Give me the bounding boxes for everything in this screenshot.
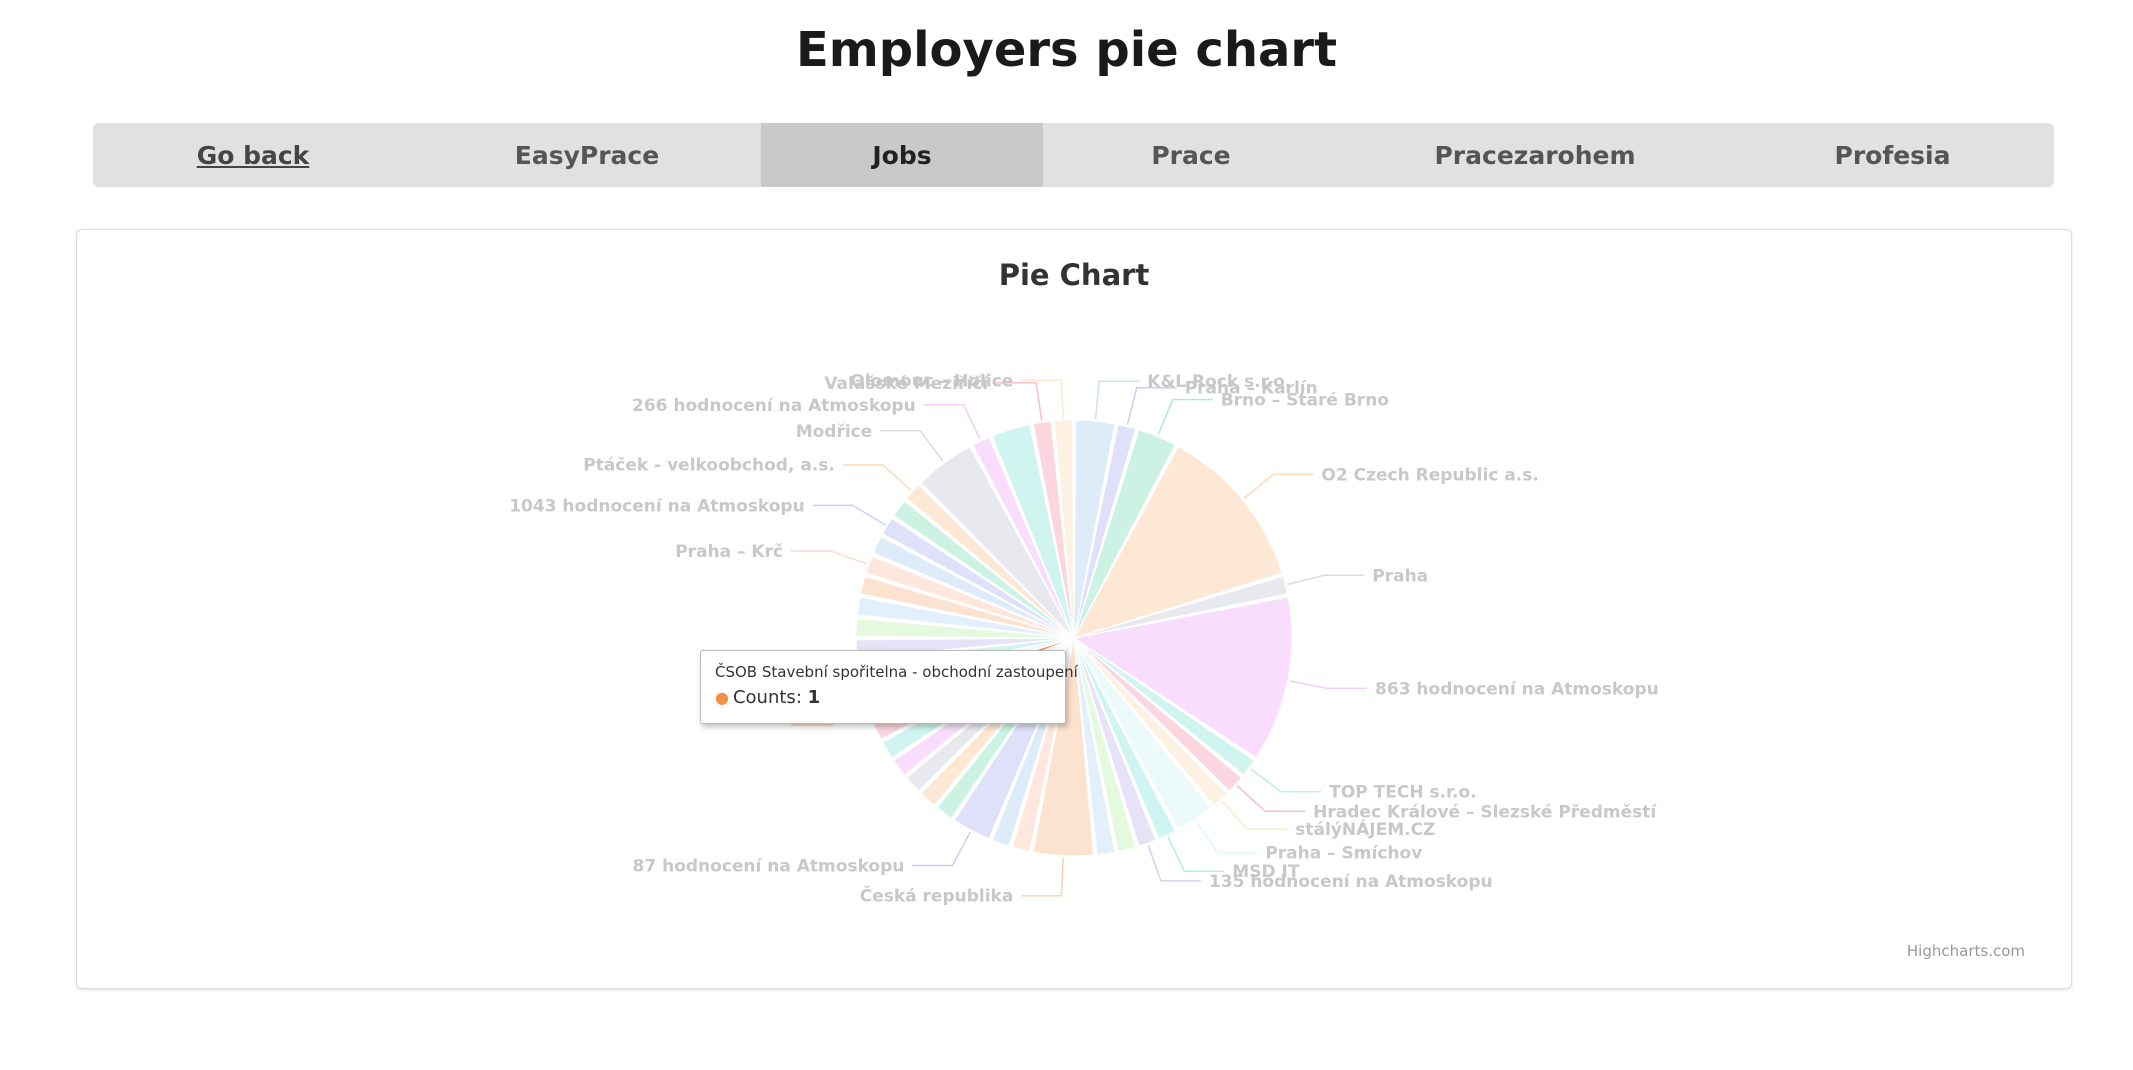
- label-connector: [1243, 473, 1314, 500]
- tab-go-back[interactable]: Go back: [196, 140, 310, 170]
- slice-label: Modřice: [796, 422, 873, 442]
- page-title: Employers pie chart: [795, 22, 1338, 78]
- label-connector: [1289, 680, 1368, 690]
- pie-slice[interactable]: [1073, 637, 1255, 776]
- pie-slices: [854, 419, 1293, 857]
- pie-slice[interactable]: [972, 436, 1075, 639]
- pie-slice[interactable]: [1073, 637, 1243, 792]
- pie-slice[interactable]: [1073, 637, 1157, 847]
- slice-label: MSD IT: [1232, 862, 1300, 882]
- slice-label: Praha – Krč: [675, 542, 783, 562]
- pie-slice[interactable]: [920, 445, 1075, 639]
- nav-tabs: Go back EasyPrace Jobs Prace Pracezarohe…: [93, 123, 2054, 187]
- tab-easyprace[interactable]: EasyPrace: [514, 140, 660, 170]
- label-connector: [1287, 574, 1365, 586]
- slice-label: 135 hodnocení na Atmoskopu: [1209, 872, 1493, 892]
- label-connector: [791, 550, 868, 565]
- slice-label: Česká republika: [860, 885, 1014, 907]
- label-connector: [1250, 768, 1322, 793]
- label-connector: [1236, 785, 1306, 813]
- slice-label: Hradec Králové – Slezské Předměstí: [1313, 802, 1657, 822]
- label-connector: [996, 382, 1043, 421]
- pie-slice[interactable]: [1073, 637, 1116, 856]
- pie-slice[interactable]: [905, 484, 1075, 639]
- tab-jobs[interactable]: Jobs: [761, 123, 1043, 187]
- pie-slice[interactable]: [1073, 637, 1212, 831]
- label-connector: [1157, 398, 1213, 436]
- pie-slice[interactable]: [1073, 419, 1116, 639]
- tooltip-value: 1: [807, 687, 821, 708]
- label-connector: [1221, 800, 1288, 830]
- pie-slice[interactable]: [1073, 575, 1289, 639]
- series-dot-icon: ●: [715, 688, 729, 707]
- pie-slice[interactable]: [859, 575, 1075, 639]
- tab-prace[interactable]: Prace: [1151, 140, 1231, 170]
- chart-credits[interactable]: Highcharts.com: [1907, 942, 2025, 960]
- slice-label: Praha – Smíchov: [1265, 844, 1422, 864]
- pie-slice[interactable]: [1073, 423, 1137, 639]
- slice-label: 266 hodnocení na Atmoskopu: [632, 396, 916, 416]
- pie-slice[interactable]: [855, 617, 1075, 639]
- tab-profesia[interactable]: Profesia: [1834, 140, 1951, 170]
- slice-label: 87 hodnocení na Atmoskopu: [633, 857, 905, 877]
- label-connector: [1167, 836, 1225, 872]
- pie-slice[interactable]: [1073, 637, 1228, 807]
- pie-slice[interactable]: [881, 517, 1075, 639]
- label-connector: [880, 430, 944, 462]
- tooltip-series-label: Counts: [732, 687, 796, 708]
- label-connector: [1147, 844, 1201, 882]
- pie-slice[interactable]: [1032, 637, 1095, 857]
- label-connector: [812, 504, 886, 526]
- pie-slice[interactable]: [856, 596, 1075, 639]
- label-connector: [923, 404, 981, 440]
- label-connector: [912, 831, 971, 867]
- slice-label: Praha – Karlín: [1185, 379, 1318, 399]
- pie-slice[interactable]: [1073, 637, 1137, 853]
- label-connector: [1195, 820, 1258, 854]
- label-connector: [1021, 379, 1064, 419]
- slice-label: K&L Rock s.r.o.: [1147, 372, 1291, 392]
- tooltip-title: ČSOB Stavební spořitelna - obchodní zast…: [715, 663, 1078, 681]
- label-connector: [842, 463, 912, 491]
- slice-label: Brno – Staré Brno: [1221, 391, 1389, 411]
- pie-chart: Pie Chart K&L Rock s.r.o.Praha – KarlínB…: [509, 258, 2025, 960]
- slice-label: O2 Czech Republic a.s.: [1321, 465, 1538, 485]
- slice-label: TOP TECH s.r.o.: [1329, 783, 1476, 803]
- tooltip-row: ● Counts: 1: [715, 687, 821, 708]
- slice-label: Praha: [1372, 566, 1428, 586]
- label-connector: [1126, 386, 1177, 425]
- slice-label: Ptáček - velkoobchod, a.s.: [583, 456, 835, 476]
- slice-label: stálýNÁJEM.CZ: [1295, 818, 1435, 840]
- pie-slice[interactable]: [893, 500, 1075, 639]
- chart-tooltip: ČSOB Stavební spořitelna - obchodní zast…: [700, 650, 1078, 724]
- pie-slice[interactable]: [1053, 419, 1075, 639]
- label-connector: [1021, 857, 1064, 897]
- pie-slice[interactable]: [1073, 429, 1176, 639]
- tab-pracezarohem[interactable]: Pracezarohem: [1434, 140, 1636, 170]
- slice-label: 863 hodnocení na Atmoskopu: [1375, 679, 1659, 699]
- pie-slice[interactable]: [1073, 637, 1176, 840]
- slice-label: Valašské Meziříčí: [824, 374, 989, 394]
- pie-slice[interactable]: [865, 555, 1075, 639]
- slice-label: Olomouc – Holice: [850, 371, 1013, 391]
- chart-title: Pie Chart: [999, 258, 1150, 292]
- pie-slice[interactable]: [1032, 420, 1075, 639]
- pie-slice[interactable]: [991, 423, 1075, 639]
- pie-slice[interactable]: [872, 536, 1075, 639]
- slice-label: 1043 hodnocení na Atmoskopu: [509, 496, 805, 516]
- pie-slice[interactable]: [1072, 445, 1283, 639]
- label-connector: [1094, 380, 1140, 420]
- pie-slice[interactable]: [1072, 596, 1293, 759]
- chart-card: Pie Chart K&L Rock s.r.o. Praha – Karlín B…: [76, 229, 2072, 989]
